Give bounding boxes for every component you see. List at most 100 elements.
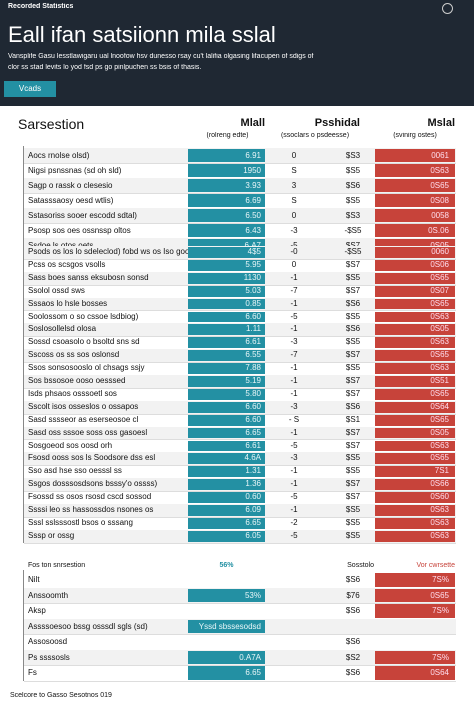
cell: 0.A7A xyxy=(188,650,265,664)
table-row: Sso asd hse sso oesssl ss 1.31 -1 $S5 7S1 xyxy=(24,465,456,480)
subtitle: Vansplife Gasu lesstlawigaru ual lnoofow… xyxy=(8,53,314,60)
table-row: Anssoomth 53% $76 0S65 xyxy=(24,587,456,604)
cell: Sso asd hse sso oesssl ss xyxy=(28,466,122,476)
cell: $S7 xyxy=(345,388,361,398)
table-row: Ssos sonsosooslo ol chsags ssjy 7.88 -1 $S5… xyxy=(24,362,456,376)
cell: Sossd csoasolo o bsoltd sns sd xyxy=(28,337,140,347)
cell: 0061 xyxy=(375,149,455,162)
cell: Sscoss os ss sos oslonsd xyxy=(28,350,120,360)
cell: -3 xyxy=(290,401,298,411)
table-row: Sscoss os ss sos oslonsd 6.55 -7 $S7 0S65 xyxy=(24,349,456,364)
cell: 0S07 xyxy=(375,285,455,297)
cell: 0S65 xyxy=(375,272,455,284)
subtitle: clor ss stad levits lo yod fsd ps go pin… xyxy=(8,64,202,71)
table-row: Sass boes sanss eksubosn sonsd 1130 -1 $S5 0… xyxy=(24,271,456,286)
cell: 6.60 xyxy=(188,311,265,323)
cell xyxy=(274,620,314,634)
cell: S xyxy=(291,166,297,175)
cell: $S7 xyxy=(345,479,361,489)
table-row: Soolossom o so cssoe lsdbiog) 6.60 -5 $S5 0S… xyxy=(24,311,456,325)
cell: Psosp sos oes ossnssp oltos xyxy=(28,226,131,235)
cell: $S5 xyxy=(345,530,361,540)
cell: 0 xyxy=(291,259,297,269)
cell: 0S08 xyxy=(375,194,455,207)
cell: 0060 xyxy=(375,247,455,258)
cell: -1 xyxy=(290,298,298,308)
table-row: Fsosd ooss sos ls Soodsore dss esl 4.6A -3… xyxy=(24,452,456,467)
cell: Ssolol ossd sws xyxy=(28,285,85,295)
cell: -1 xyxy=(290,505,298,514)
cell: 7.88 xyxy=(188,363,265,374)
cell: 5.03 xyxy=(188,285,265,297)
table-row: Sssl sslsssostl bsos o sssang 6.65 -2 $S5 0S… xyxy=(24,517,456,531)
cell: 0.85 xyxy=(188,298,265,310)
cell: 6.91 xyxy=(188,149,265,162)
table-row: Ssgos dosssosdsons bsssy'o ossss) 1.36 -1 $… xyxy=(24,478,456,493)
cell: 6.09 xyxy=(188,505,265,516)
divider xyxy=(23,146,24,253)
cell: S xyxy=(291,196,297,205)
cell: -1 xyxy=(290,272,298,282)
cell: Soolossom o so cssoe lsdbiog) xyxy=(28,311,139,321)
cell: -1 xyxy=(290,376,298,385)
table-row: Pcss os scsgos vsolls 5.95 0 $S7 0S06 xyxy=(24,259,456,273)
cell: 6.65 xyxy=(188,427,265,439)
cell: Ssgos dosssosdsons bsssy'o ossss) xyxy=(28,479,158,489)
cell xyxy=(274,573,314,587)
cell: 0S63 xyxy=(375,363,455,374)
cell: 0S63 xyxy=(375,164,455,177)
cell: 7S% xyxy=(375,573,455,587)
cell: -$S5 xyxy=(344,226,362,235)
cell: Assssoesoo bssg osssdl sgls (sd) xyxy=(28,621,148,631)
cell: 5.19 xyxy=(188,376,265,387)
cell: $S5 xyxy=(345,166,361,175)
cell: Sscolt isos osseslos o ossapos xyxy=(28,401,139,411)
button[interactable]: Vcads xyxy=(4,81,56,97)
table-row: Psosp sos oes ossnssp oltos 6.43 -3 -$S5 0S.… xyxy=(24,223,456,239)
table-row: Ps ssssosls 0.A7A $S2 7S% xyxy=(24,649,456,666)
cell: $S7 xyxy=(345,440,361,450)
table-row: Sagp o rassk o clesesio 3.93 3 $S6 0S65 xyxy=(24,178,456,194)
cell xyxy=(334,620,372,634)
cell: Nigsi psnssnas (sd oh sld) xyxy=(28,166,122,175)
cell: Ssos sonsosooslo ol chsags ssjy xyxy=(28,363,145,373)
cell: 0S.06 xyxy=(375,224,455,237)
cell: $S6 xyxy=(345,324,361,334)
cell: -0 xyxy=(290,247,298,256)
cell: 6.69 xyxy=(188,194,265,207)
section-head-cell: Fos ton snrsestion xyxy=(28,562,86,569)
cell: 6.60 xyxy=(188,401,265,413)
cell: Satasssaosy oesd wtlis) xyxy=(28,196,114,205)
cell xyxy=(274,589,314,603)
cell: -1 xyxy=(290,466,298,476)
cell: Sssaos lo hsle bosses xyxy=(28,298,108,308)
cell: -$S5 xyxy=(344,247,362,256)
cell: Assosoosd xyxy=(28,637,68,646)
cell: 6.61 xyxy=(188,440,265,452)
col-heading: Mlall xyxy=(240,117,265,129)
col-heading: Mslal xyxy=(427,117,455,129)
cell: -1 xyxy=(290,479,298,489)
cell: 0S65 xyxy=(375,588,455,602)
cell: 7S1 xyxy=(375,466,455,478)
cell: 0S65 xyxy=(375,388,455,400)
cell: Aocs rnolse olsd) xyxy=(28,151,90,160)
cell: 1130 xyxy=(188,272,265,284)
cell: 0 xyxy=(291,151,297,160)
cell: Ssdoe ls otos oets xyxy=(28,239,188,252)
table-row: Soslosollelsd olosa 1.11 -1 $S6 0S05 xyxy=(24,323,456,338)
table-row: Sssaos lo hsle bosses 0.85 -1 $S6 0S65 xyxy=(24,297,456,312)
table-row: Sosgoeod sos oosd orh 6.61 -5 $S7 0S63 xyxy=(24,440,456,454)
cell: - S xyxy=(288,414,300,424)
cell: $S7 xyxy=(345,376,361,385)
cell: 0S64 xyxy=(375,401,455,413)
cell: 6.65 xyxy=(188,517,265,529)
cell: 0S63 xyxy=(375,505,455,516)
cell: $S5 xyxy=(345,196,361,205)
table-row: Aksp $S6 7S% xyxy=(24,603,456,620)
cell: 3.93 xyxy=(188,179,265,192)
cell: Fsossd ss osos rsosd cscd sossod xyxy=(28,492,152,502)
cell: 5.80 xyxy=(188,388,265,400)
cell: $S6 xyxy=(345,606,361,615)
cell: 53% xyxy=(188,588,265,602)
